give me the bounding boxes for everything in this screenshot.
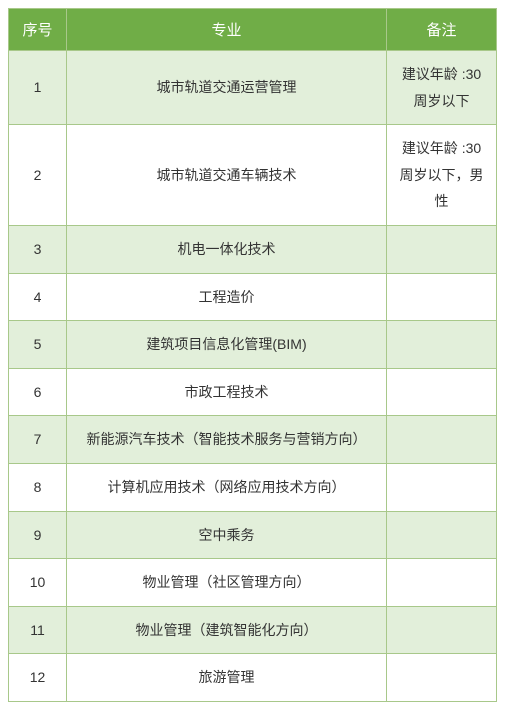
cell-note [387,511,497,559]
cell-major: 旅游管理 [67,654,387,702]
cell-seq: 6 [9,368,67,416]
cell-major: 城市轨道交通车辆技术 [67,125,387,226]
cell-note [387,416,497,464]
cell-major: 城市轨道交通运营管理 [67,51,387,125]
cell-major: 物业管理（建筑智能化方向） [67,606,387,654]
cell-seq: 3 [9,225,67,273]
cell-note [387,273,497,321]
table-header: 序号 专业 备注 [9,9,497,51]
cell-major: 工程造价 [67,273,387,321]
cell-note: 建议年龄 :30 周岁以下 [387,51,497,125]
cell-major: 物业管理（社区管理方向） [67,559,387,607]
col-header-seq: 序号 [9,9,67,51]
cell-note [387,368,497,416]
cell-seq: 10 [9,559,67,607]
table-row: 1城市轨道交通运营管理建议年龄 :30 周岁以下 [9,51,497,125]
cell-seq: 8 [9,463,67,511]
cell-note [387,606,497,654]
table-row: 4工程造价 [9,273,497,321]
majors-table: 序号 专业 备注 1城市轨道交通运营管理建议年龄 :30 周岁以下2城市轨道交通… [8,8,497,702]
cell-note [387,225,497,273]
table-row: 5建筑项目信息化管理(BIM) [9,321,497,369]
cell-seq: 9 [9,511,67,559]
cell-note [387,654,497,702]
cell-major: 新能源汽车技术（智能技术服务与营销方向） [67,416,387,464]
table-row: 12旅游管理 [9,654,497,702]
cell-seq: 11 [9,606,67,654]
cell-major: 机电一体化技术 [67,225,387,273]
table-row: 8计算机应用技术（网络应用技术方向） [9,463,497,511]
cell-seq: 2 [9,125,67,226]
cell-note [387,463,497,511]
col-header-major: 专业 [67,9,387,51]
table-row: 6市政工程技术 [9,368,497,416]
table-row: 11物业管理（建筑智能化方向） [9,606,497,654]
table-body: 1城市轨道交通运营管理建议年龄 :30 周岁以下2城市轨道交通车辆技术建议年龄 … [9,51,497,702]
table-row: 3机电一体化技术 [9,225,497,273]
cell-seq: 12 [9,654,67,702]
cell-seq: 5 [9,321,67,369]
cell-seq: 7 [9,416,67,464]
cell-seq: 4 [9,273,67,321]
table-row: 7新能源汽车技术（智能技术服务与营销方向） [9,416,497,464]
cell-note: 建议年龄 :30 周岁以下，男性 [387,125,497,226]
table-row: 9空中乘务 [9,511,497,559]
cell-seq: 1 [9,51,67,125]
table-row: 10物业管理（社区管理方向） [9,559,497,607]
cell-major: 市政工程技术 [67,368,387,416]
cell-note [387,321,497,369]
cell-major: 空中乘务 [67,511,387,559]
cell-note [387,559,497,607]
cell-major: 计算机应用技术（网络应用技术方向） [67,463,387,511]
cell-major: 建筑项目信息化管理(BIM) [67,321,387,369]
col-header-note: 备注 [387,9,497,51]
table-row: 2城市轨道交通车辆技术建议年龄 :30 周岁以下，男性 [9,125,497,226]
